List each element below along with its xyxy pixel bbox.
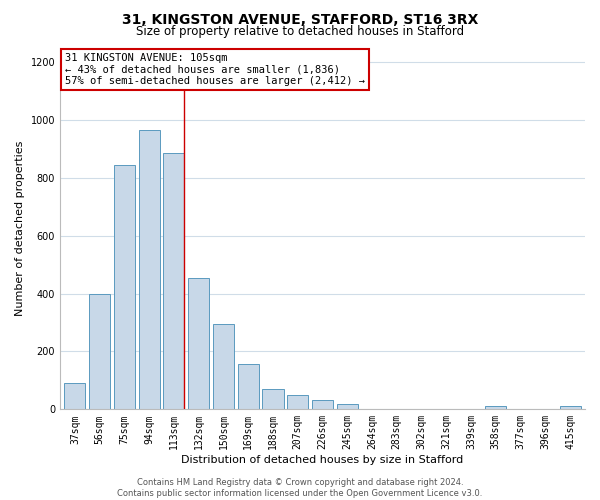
Text: Contains HM Land Registry data © Crown copyright and database right 2024.
Contai: Contains HM Land Registry data © Crown c… — [118, 478, 482, 498]
Bar — [337, 404, 358, 409]
Bar — [560, 406, 581, 410]
X-axis label: Distribution of detached houses by size in Stafford: Distribution of detached houses by size … — [181, 455, 464, 465]
Text: 31, KINGSTON AVENUE, STAFFORD, ST16 3RX: 31, KINGSTON AVENUE, STAFFORD, ST16 3RX — [122, 12, 478, 26]
Bar — [114, 164, 135, 410]
Bar — [64, 384, 85, 409]
Bar — [163, 153, 184, 409]
Text: 31 KINGSTON AVENUE: 105sqm
← 43% of detached houses are smaller (1,836)
57% of s: 31 KINGSTON AVENUE: 105sqm ← 43% of deta… — [65, 53, 365, 86]
Bar — [312, 400, 333, 409]
Bar — [287, 395, 308, 409]
Bar — [89, 294, 110, 410]
Y-axis label: Number of detached properties: Number of detached properties — [15, 140, 25, 316]
Bar — [213, 324, 234, 410]
Text: Size of property relative to detached houses in Stafford: Size of property relative to detached ho… — [136, 25, 464, 38]
Bar — [238, 364, 259, 410]
Bar — [485, 406, 506, 410]
Bar — [262, 389, 284, 409]
Bar — [139, 130, 160, 409]
Bar — [188, 278, 209, 409]
